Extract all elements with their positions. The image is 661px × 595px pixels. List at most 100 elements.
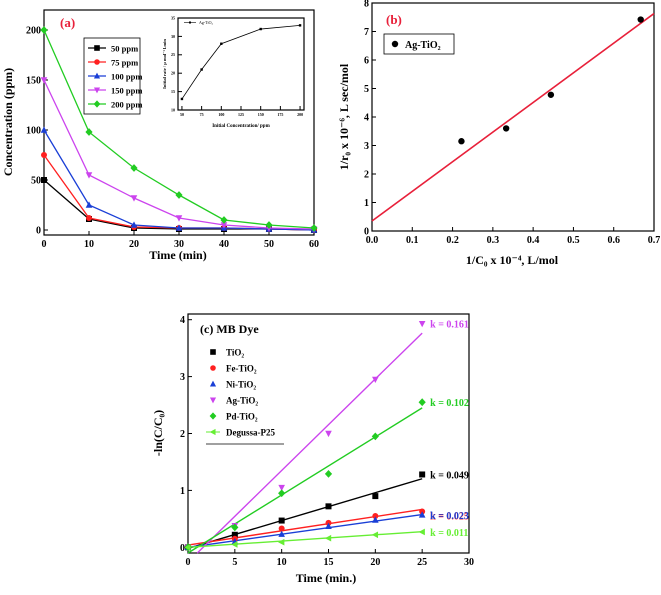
- panel-c-ylabel: -ln(C/C₀): [151, 410, 165, 456]
- panel-a-legend-label: 50 ppm: [111, 44, 138, 54]
- panel-b-ytick-label: 3: [364, 141, 369, 152]
- panel-a-inset-ytick-label: 25: [171, 52, 175, 57]
- panel-c-point: [278, 538, 285, 546]
- panel-c-legend: TiO₂ Fe-TiO₂ Ni-TiO₂ Ag-TiO₂ Pd-TiO₂ Degussa-…: [206, 348, 284, 445]
- panel-a-inset-point: [220, 42, 223, 45]
- panel-c-xtick-label: 15: [324, 557, 334, 568]
- panel-c-legend-label: Degussa-P25: [226, 428, 275, 438]
- panel-a-point: [130, 164, 138, 172]
- panel-a-series-line: [43, 179, 315, 231]
- panel-b-ytick-label: 1: [364, 198, 369, 209]
- panel-c-point: [418, 528, 425, 536]
- panel-a-ytick-label: 200: [26, 26, 41, 37]
- panel-c-k-label: k = 0.049: [430, 470, 469, 481]
- panel-a-inset: 50 75 100 125 150 175 200 10 15 20 25 30 35: [171, 15, 303, 117]
- panel-a-point: [40, 77, 48, 84]
- panel-b-legend-label: Ag-TiO₂: [405, 40, 441, 51]
- panel-a-inset-legend-marker: [189, 21, 191, 24]
- panel-a-legend-marker: [93, 72, 101, 79]
- panel-b-legend-marker: [391, 40, 399, 48]
- panel-a-inset-point: [259, 27, 262, 31]
- panel-c-point: [278, 484, 285, 492]
- panel-b-xtick-label: 0.5: [567, 235, 580, 246]
- panel-a-legend-label: 75 ppm: [111, 58, 138, 68]
- panel-a-label: (a): [60, 15, 75, 30]
- panel-c-xtick-label: 25: [417, 557, 427, 568]
- panel-c-point: [371, 531, 379, 539]
- panel-b-label: (b): [386, 12, 402, 27]
- panel-a: 0 10 20 30 40 50 60 0 50 100 150 200 (a) Time (min)…: [1, 9, 319, 262]
- panel-c-legend-marker: [210, 349, 216, 355]
- panel-b-ytick-label: 5: [364, 84, 369, 95]
- panel-c-legend-label: Ni-TiO₂: [226, 380, 256, 390]
- panel-a-point: [40, 126, 48, 133]
- panel-b-xtick-label: 0.2: [446, 235, 459, 246]
- panel-a-inset-ytick-label: 15: [171, 89, 175, 94]
- panel-a-point: [41, 177, 47, 183]
- panel-c-point: [372, 493, 379, 500]
- panel-b-ytick-label: 8: [364, 0, 369, 10]
- panel-c-point: [278, 525, 285, 532]
- panel-a-point: [220, 216, 228, 224]
- panel-c-xtick-label: 10: [277, 557, 287, 568]
- panel-b-point: [458, 138, 465, 145]
- panel-c-legend-marker: [209, 397, 217, 404]
- panel-a-xtick-label: 20: [129, 239, 139, 250]
- panel-c-legend-label: Ag-TiO₂: [226, 396, 258, 406]
- panel-a-series: [40, 26, 318, 233]
- panel-a-point: [85, 128, 93, 136]
- panel-c-ticks: 0 5 10 15 20 25 30 0 1 2 3 4: [180, 315, 474, 568]
- panel-a-inset-point: [200, 68, 203, 71]
- panel-c-label: (c) MB Dye: [200, 322, 259, 336]
- panel-c-point: [418, 320, 426, 328]
- panel-a-legend-label: 100 ppm: [111, 72, 142, 82]
- panel-a-inset-xtick-label: 175: [277, 112, 283, 117]
- panel-a-xtick-label: 50: [264, 239, 274, 250]
- panel-b-xtick-label: 0.1: [406, 235, 419, 246]
- panel-a-point: [130, 221, 138, 228]
- panel-b-ytick-label: 2: [364, 170, 369, 181]
- panel-b-point: [502, 125, 510, 132]
- panel-a-inset-xtick-label: 200: [297, 112, 303, 117]
- panel-a-point: [175, 224, 183, 231]
- panel-a-ylabel: Concentration (ppm): [1, 68, 15, 176]
- panel-a-inset-xtick-label: 50: [180, 112, 184, 117]
- panel-c-xtick-label: 5: [232, 557, 237, 568]
- panel-c-point: [231, 523, 239, 532]
- panel-a-inset-xtick-label: 75: [200, 112, 204, 117]
- panel-c-point: [419, 471, 426, 478]
- panel-c-xlabel: Time (min.): [296, 571, 356, 585]
- panel-b-xtick-label: 0.3: [487, 235, 500, 246]
- panel-c-xtick-label: 20: [370, 557, 380, 568]
- panel-c-k-label: k = 0.011: [430, 528, 468, 539]
- panel-a-inset-ytick-label: 10: [171, 107, 175, 112]
- panel-a-point: [175, 215, 183, 222]
- panel-a-inset-xtick-label: 100: [218, 112, 224, 117]
- panel-c-ytick-label: 0: [180, 543, 185, 554]
- panel-c-k-label: k = 0.025: [430, 511, 469, 522]
- panel-c-legend-label: TiO₂: [226, 348, 244, 358]
- panel-a-inset-legend: Ag-TiO₂: [199, 20, 214, 25]
- panel-b-xlabel: 1/C₀ x 10⁻⁴, L/mol: [466, 253, 559, 267]
- panel-c-point: [372, 513, 379, 520]
- panel-c-point: [278, 517, 285, 524]
- panel-c-point: [325, 522, 332, 529]
- panel-b-ytick-label: 6: [364, 56, 369, 67]
- panel-c-ytick-label: 3: [180, 372, 185, 383]
- panel-c-point: [324, 534, 332, 542]
- panel-c-point: [371, 432, 379, 441]
- panel-c-k-label: k = 0.102: [430, 398, 469, 409]
- panel-a-ticks: 0 10 20 30 40 50 60 0 50 100 150 200: [26, 26, 319, 251]
- panel-c-point: [324, 470, 333, 478]
- panel-a-point: [130, 195, 138, 202]
- panel-c-k-label: k = 0.023: [430, 511, 469, 522]
- panel-c-point: [372, 376, 379, 384]
- panel-b-ticks: 0.0 0.1 0.2 0.3 0.4 0.5 0.6 0.7 0 1 2 3 4 5 6 7 8: [364, 0, 660, 246]
- panel-b-xtick-label: 0.0: [366, 235, 379, 246]
- panel-a-point: [41, 152, 47, 158]
- panel-a-inset-point: [298, 24, 302, 27]
- panel-c-origin-point: [184, 544, 191, 551]
- panel-a-xtick-label: 40: [219, 239, 229, 250]
- panel-a-ytick-label: 150: [26, 76, 41, 87]
